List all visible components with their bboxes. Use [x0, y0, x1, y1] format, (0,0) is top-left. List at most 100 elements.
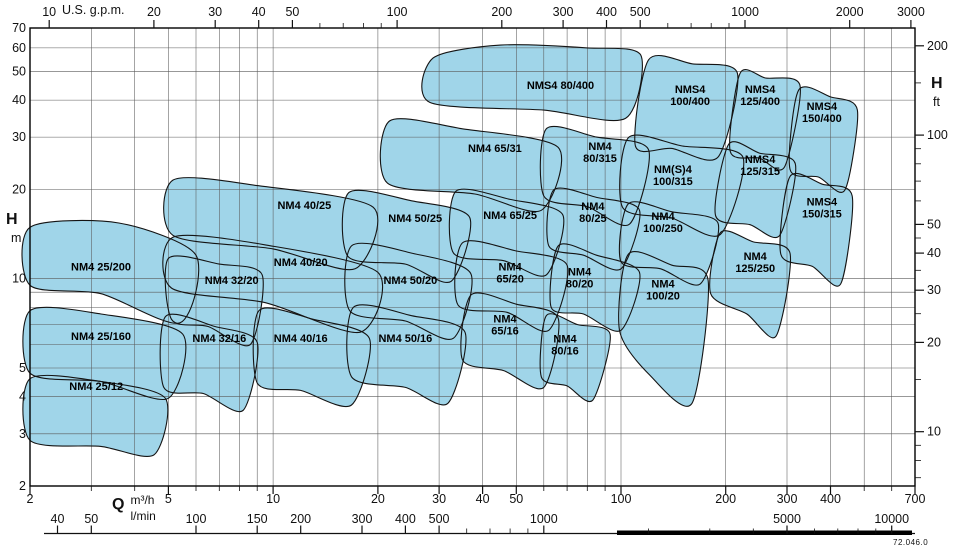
region-outline-nm-s-4-100-315: [619, 134, 745, 237]
tick-label-lmin-50: 50: [84, 512, 98, 526]
region-fill-nms4-125-400: [729, 69, 801, 171]
region-fill-nm4-50-16: [346, 304, 466, 405]
region-label-nm4-80-16: NM4 80/16: [551, 334, 579, 358]
region-outline-nm4-65-25: [448, 188, 565, 277]
tick-label-m3h-700: 700: [905, 492, 926, 506]
tick-label-ft-20: 20: [927, 335, 941, 349]
plot-border: [29, 27, 916, 487]
region-label-nm4-32-16: NM4 32/16: [192, 333, 246, 345]
tick-label-usgpm-400: 400: [596, 5, 617, 19]
region-fill-nms4-150-400: [789, 86, 858, 193]
region-label-nm4-65-16: NM4 65/16: [491, 314, 519, 338]
region-outline-nm4-80-25: [546, 187, 641, 271]
region-outline-nm4-100-250: [618, 201, 720, 286]
tick-label-usgpm-500: 500: [630, 5, 651, 19]
region-label-nm-s-4-100-315: NM(S)4 100/315: [653, 164, 693, 188]
tick-label-lmin-300: 300: [352, 512, 373, 526]
tick-label-m-2: 2: [19, 479, 26, 493]
tick-label-m3h-5: 5: [165, 492, 172, 506]
tick-label-usgpm-10: 10: [42, 5, 56, 19]
region-outline-nms4-125-400: [729, 69, 801, 171]
tick-label-m-40: 40: [12, 93, 26, 107]
head-symbol-right: H: [931, 75, 943, 92]
tick-label-m3h-2: 2: [27, 492, 34, 506]
region-outline-nm4-80-315: [539, 125, 650, 227]
y-right-axis-unit: H ft: [931, 76, 943, 110]
region-label-nms4-125-315: NMS4 125/315: [740, 154, 780, 178]
region-outline-nm4-65-20: [454, 240, 569, 332]
region-label-nm4-80-315: NM4 80/315: [583, 141, 617, 165]
region-label-nm4-25-160: NM4 25/160: [71, 331, 131, 343]
region-outline-nm4-40-20: [162, 234, 384, 334]
region-outline-nm4-32-16: [159, 313, 259, 413]
tick-label-m3h-30: 30: [432, 492, 446, 506]
tick-label-lmin-200: 200: [290, 512, 311, 526]
tick-label-m3h-200: 200: [715, 492, 736, 506]
region-fill-nms4-100-400: [634, 55, 738, 161]
region-fill-nm4-40-25: [163, 177, 378, 270]
region-label-nm4-65-31: NM4 65/31: [468, 143, 522, 155]
region-label-nm4-80-25: NM4 80/25: [579, 201, 607, 225]
tick-label-usgpm-300: 300: [553, 5, 574, 19]
region-outline-nms4-100-400: [634, 54, 739, 161]
region-outline-nm4-50-16: [346, 304, 467, 406]
region-outline-nm4-50-25: [341, 189, 472, 284]
tick-label-m-4: 4: [19, 390, 26, 404]
tick-label-m3h-100: 100: [611, 492, 632, 506]
region-fill-nm4-80-16: [540, 313, 611, 402]
tick-label-ft-10: 10: [927, 425, 941, 439]
region-outline-nms4-150-400: [788, 86, 859, 193]
head-unit-right: ft: [933, 95, 940, 109]
flow-symbol: Q: [112, 496, 125, 513]
tick-label-usgpm-30: 30: [208, 5, 222, 19]
region-outline-nm4-50-20: [344, 242, 473, 340]
region-label-nm4-65-20: NM4 65/20: [496, 261, 524, 285]
region-label-nm4-65-25: NM4 65/25: [483, 210, 537, 222]
tick-label-lmin-10000: 10000: [874, 512, 909, 526]
region-outline-nm4-80-16: [539, 313, 611, 403]
region-label-nm4-40-16: NM4 40/16: [274, 333, 328, 345]
x-axis-flow-unit: Q m³/h l/min: [112, 492, 156, 524]
tick-label-usgpm-100: 100: [387, 5, 408, 19]
region-fill-nm4-80-20: [550, 243, 640, 332]
region-fill-nms4-150-315: [780, 173, 853, 287]
region-fill-nm4-100-20: [618, 251, 709, 407]
region-outline-nm4-80-20: [549, 243, 641, 332]
region-outline-nms4-80-400: [421, 44, 643, 122]
region-label-nm4-25-12: NM4 25/12: [69, 381, 123, 393]
tick-label-m3h-300: 300: [777, 492, 798, 506]
tick-label-ft-40: 40: [927, 246, 941, 260]
tick-label-ft-100: 100: [927, 128, 948, 142]
tick-label-m3h-20: 20: [371, 492, 385, 506]
region-fill-nm4-25-200: [21, 220, 199, 324]
region-outline-nm4-100-20: [618, 251, 710, 407]
region-fill-nm4-65-16: [460, 292, 559, 389]
tick-label-ft-30: 30: [927, 283, 941, 297]
tick-label-usgpm-40: 40: [252, 5, 266, 19]
region-label-nm4-100-250: NM4 100/250: [643, 211, 683, 235]
tick-label-m-30: 30: [12, 130, 26, 144]
head-unit-left: m: [11, 231, 22, 245]
y-left-axis-unit: H m: [6, 212, 21, 246]
region-label-nm4-125-250: NM4 125/250: [735, 251, 775, 275]
tick-label-usgpm-3000: 3000: [897, 5, 925, 19]
region-outline-nm4-32-20: [164, 255, 264, 347]
tick-label-usgpm-200: 200: [491, 5, 512, 19]
region-outline-nm4-65-31: [379, 118, 563, 213]
region-label-nm4-40-20: NM4 40/20: [274, 257, 328, 269]
region-outline-nm4-40-16: [252, 307, 371, 408]
tick-label-m-60: 60: [12, 41, 26, 55]
region-label-nms4-80-400: NMS4 80/400: [527, 80, 594, 92]
region-label-nm4-40-25: NM4 40/25: [277, 200, 331, 212]
tick-label-lmin-40: 40: [51, 512, 65, 526]
tick-label-usgpm-2000: 2000: [836, 5, 864, 19]
lmin-axis-dense-ticks: [617, 530, 912, 535]
region-label-nms4-150-400: NMS4 150/400: [802, 101, 842, 125]
region-fill-nm4-125-250: [709, 230, 791, 338]
tick-label-m3h-40: 40: [476, 492, 490, 506]
tick-label-m3h-50: 50: [509, 492, 523, 506]
region-label-nm4-50-20: NM4 50/20: [383, 275, 437, 287]
region-label-nm4-50-16: NM4 50/16: [378, 333, 432, 345]
